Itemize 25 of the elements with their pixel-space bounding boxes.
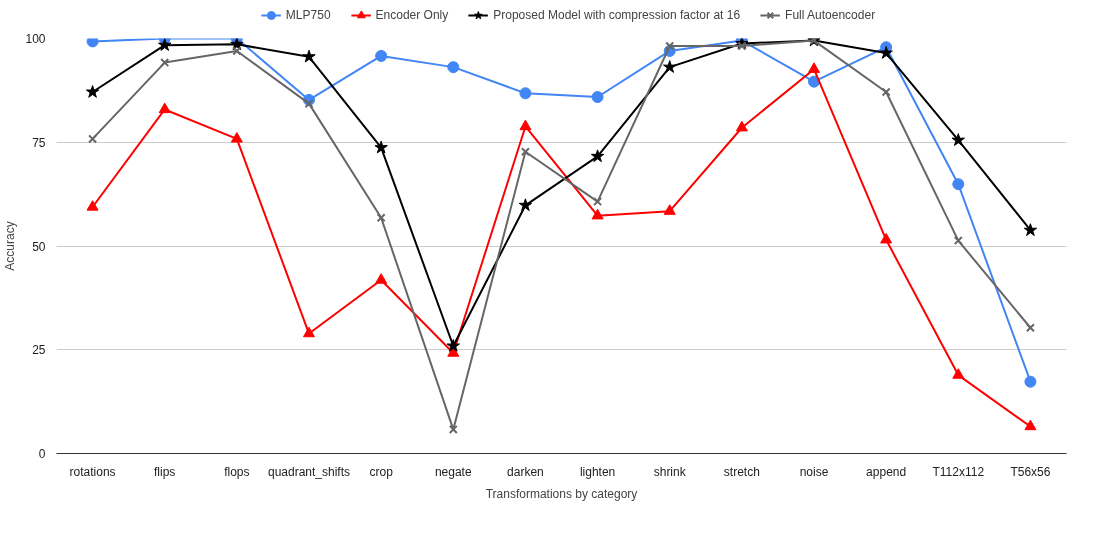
legend-label: Full Autoencoder bbox=[785, 8, 876, 22]
x-tick-label: quadrant_shifts bbox=[267, 464, 351, 479]
y-tick-label: 50 bbox=[32, 239, 46, 254]
x-tick-label: negate bbox=[434, 464, 472, 479]
x-tick-label: rotations bbox=[69, 464, 116, 479]
x-tick-label: T112x112 bbox=[932, 464, 985, 479]
x-tick-label: shrink bbox=[653, 464, 687, 479]
legend-label: Proposed Model with compression factor at 16 bbox=[493, 8, 741, 22]
x-tick-label: noise bbox=[799, 464, 829, 479]
x-tick-label: flips bbox=[154, 464, 176, 479]
y-tick-label: 25 bbox=[32, 343, 46, 358]
x-tick-label: stretch bbox=[723, 464, 760, 479]
x-tick-label: darken bbox=[507, 464, 544, 479]
legend-label: MLP750 bbox=[285, 8, 331, 22]
x-tick-label: flops bbox=[224, 464, 250, 479]
y-tick-label: 75 bbox=[32, 135, 46, 150]
x-tick-label: append bbox=[866, 464, 907, 479]
y-tick-label: 100 bbox=[25, 32, 46, 46]
x-axis-title: Transformations by category bbox=[485, 486, 638, 501]
y-tick-label: 0 bbox=[38, 447, 46, 461]
x-tick-label: crop bbox=[369, 464, 394, 479]
y-axis-title: Accuracy bbox=[3, 221, 18, 271]
legend-label: Encoder Only bbox=[375, 8, 449, 22]
x-tick-label: T56x56 bbox=[1010, 464, 1051, 479]
x-tick-label: lighten bbox=[579, 464, 616, 479]
